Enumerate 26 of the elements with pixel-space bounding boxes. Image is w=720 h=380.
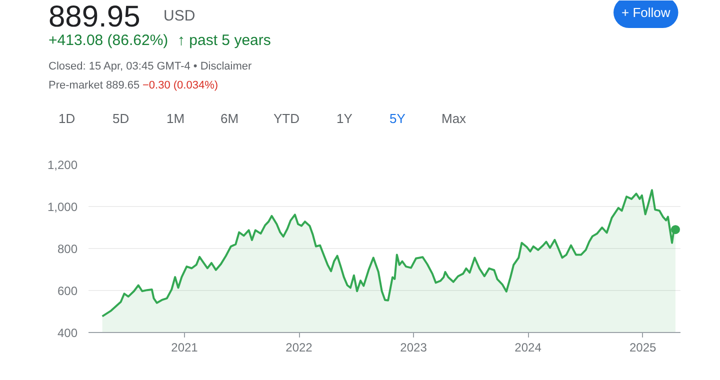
- text: Pre-market 889.65: [48, 80, 140, 92]
- x-tick-label: 2023: [400, 340, 428, 354]
- y-tick-label: 1,200: [47, 158, 78, 172]
- text: 5Y: [390, 111, 406, 126]
- text: YTD: [274, 111, 300, 126]
- x-tick-label: 2022: [286, 340, 313, 354]
- text: ↑ past 5 years: [178, 32, 271, 49]
- text: +413.08 (86.62%): [48, 32, 168, 49]
- chart-subtitle: USD: [164, 8, 196, 24]
- chart-title: 889.95: [48, 0, 140, 34]
- text: 1M: [166, 111, 185, 126]
- y-tick-label: 400: [57, 326, 78, 340]
- y-tick-label: 1,000: [47, 200, 78, 214]
- text: 6M: [220, 111, 239, 126]
- x-tick-label: 2025: [630, 340, 657, 354]
- text: Closed: 15 Apr, 03:45 GMT-4 • Disclaimer: [48, 60, 252, 72]
- y-tick-label: 800: [57, 242, 78, 256]
- text: Max: [442, 111, 467, 126]
- text: 5D: [112, 111, 130, 126]
- text: + Follow: [622, 5, 671, 20]
- text: 1Y: [336, 111, 353, 126]
- x-tick-label: 2021: [171, 340, 198, 354]
- text: 1D: [58, 111, 76, 126]
- x-tick-label: 2024: [514, 340, 542, 354]
- text: −0.30 (0.034%): [142, 80, 218, 92]
- y-tick-label: 600: [57, 284, 78, 298]
